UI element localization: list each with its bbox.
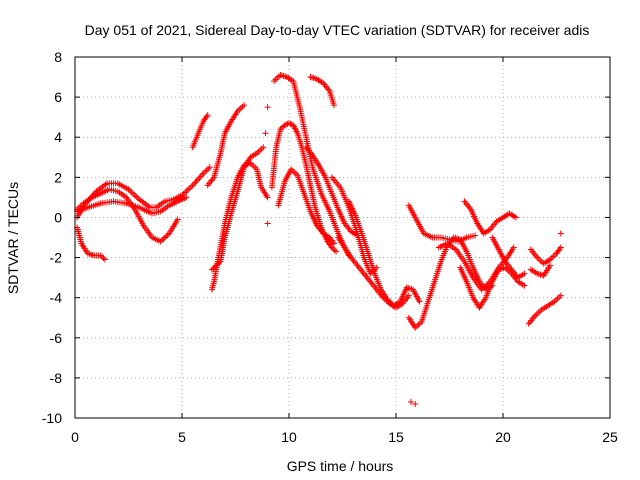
y-tick-label: -10 — [42, 410, 62, 426]
track-y-point — [547, 262, 554, 269]
grid — [75, 57, 610, 418]
track-i-point — [283, 121, 290, 128]
track-h-point — [216, 259, 223, 266]
track-t-point — [521, 282, 528, 289]
track-i-point — [278, 124, 285, 131]
isolated-point — [262, 130, 269, 137]
y-tick-label: -2 — [50, 250, 63, 266]
y-tick-label: 4 — [54, 129, 62, 145]
x-tick-label: 15 — [388, 429, 404, 445]
track-h-point — [210, 265, 217, 272]
track-c-point — [97, 252, 104, 259]
track-a-point — [133, 193, 140, 200]
track-a-point — [189, 182, 196, 189]
track-a-point — [193, 177, 200, 184]
track-m-point — [330, 102, 337, 109]
track-h-point — [260, 144, 267, 151]
track-p-point — [405, 292, 412, 299]
track-h-point — [214, 261, 221, 268]
y-tick-label: 8 — [54, 49, 62, 65]
track-c-point — [100, 255, 107, 262]
isolated-point — [412, 400, 419, 407]
track-x-point — [557, 244, 564, 251]
track-i-point — [277, 126, 284, 133]
track-i-point — [281, 122, 288, 129]
y-tick-label: 6 — [54, 89, 62, 105]
track-b-point — [161, 234, 168, 241]
track-s-point — [510, 244, 517, 251]
x-tick-label: 10 — [281, 429, 297, 445]
track-b-point — [159, 237, 166, 244]
track-a-point — [130, 190, 137, 197]
track-w-point — [557, 292, 564, 299]
track-b-point — [163, 233, 170, 240]
track-a-point — [196, 174, 203, 181]
track-e-point — [204, 112, 211, 119]
track-s-point — [481, 283, 488, 290]
track-i-point — [330, 245, 337, 252]
track-h-point — [208, 266, 215, 273]
track-s-point — [484, 281, 491, 288]
track-f-point — [241, 102, 248, 109]
track-a-point — [191, 180, 198, 187]
track-k-point — [330, 240, 337, 247]
plot-frame — [74, 56, 611, 419]
track-h-point — [213, 262, 220, 269]
track-a-point — [192, 179, 199, 186]
axis-ticks: 0 5 10 15 20 25 -10 -8 -6 -4 -2 0 2 4 6 8 — [42, 49, 618, 445]
track-r-point — [472, 232, 479, 239]
x-tick-label: 0 — [71, 429, 79, 445]
track-i-point — [328, 244, 335, 251]
isolated-point — [557, 230, 564, 237]
track-i-point — [287, 120, 294, 127]
x-tick-label: 25 — [602, 429, 618, 445]
track-i-point — [331, 247, 338, 254]
track-a-point — [185, 186, 192, 193]
track-i-point — [286, 120, 292, 127]
track-b-point — [157, 238, 164, 245]
y-tick-label: 0 — [54, 209, 62, 225]
track-a-point — [186, 185, 193, 192]
track-a-point — [197, 173, 204, 180]
track-a-point — [182, 189, 189, 196]
x-tick-label: 20 — [495, 429, 511, 445]
track-c-point — [101, 256, 108, 263]
track-a-point — [183, 188, 190, 195]
track-a-point — [206, 164, 213, 171]
track-o-point — [416, 298, 423, 305]
x-tick-label: 5 — [178, 429, 186, 445]
track-b-point — [160, 235, 167, 242]
track-v-point — [521, 270, 528, 277]
track-g-point — [264, 194, 271, 201]
track-d-point — [183, 194, 190, 201]
isolated-point — [264, 220, 271, 227]
track-h-point — [211, 263, 218, 270]
track-c-point — [99, 253, 106, 260]
track-a-point — [188, 183, 195, 190]
track-b-point — [164, 231, 171, 238]
y-tick-label: 2 — [54, 169, 62, 185]
x-axis-label: GPS time / hours — [287, 458, 394, 474]
track-u-point — [512, 214, 519, 221]
track-b-point — [174, 216, 181, 223]
y-tick-label: -6 — [50, 330, 63, 346]
track-a-point — [128, 189, 135, 196]
track-s-point — [480, 285, 487, 292]
track-i-point — [333, 248, 340, 255]
track-s-point — [478, 286, 485, 293]
isolated-point — [407, 398, 414, 405]
track-a-point — [131, 192, 138, 199]
isolated-point — [264, 104, 271, 111]
data-marks — [74, 72, 564, 407]
y-tick-label: -8 — [50, 370, 63, 386]
chart-title: Day 051 of 2021, Sidereal Day-to-day VTE… — [85, 22, 590, 38]
y-tick-label: -4 — [50, 290, 63, 306]
y-axis-label: SDTVAR / TECUs — [5, 182, 21, 294]
